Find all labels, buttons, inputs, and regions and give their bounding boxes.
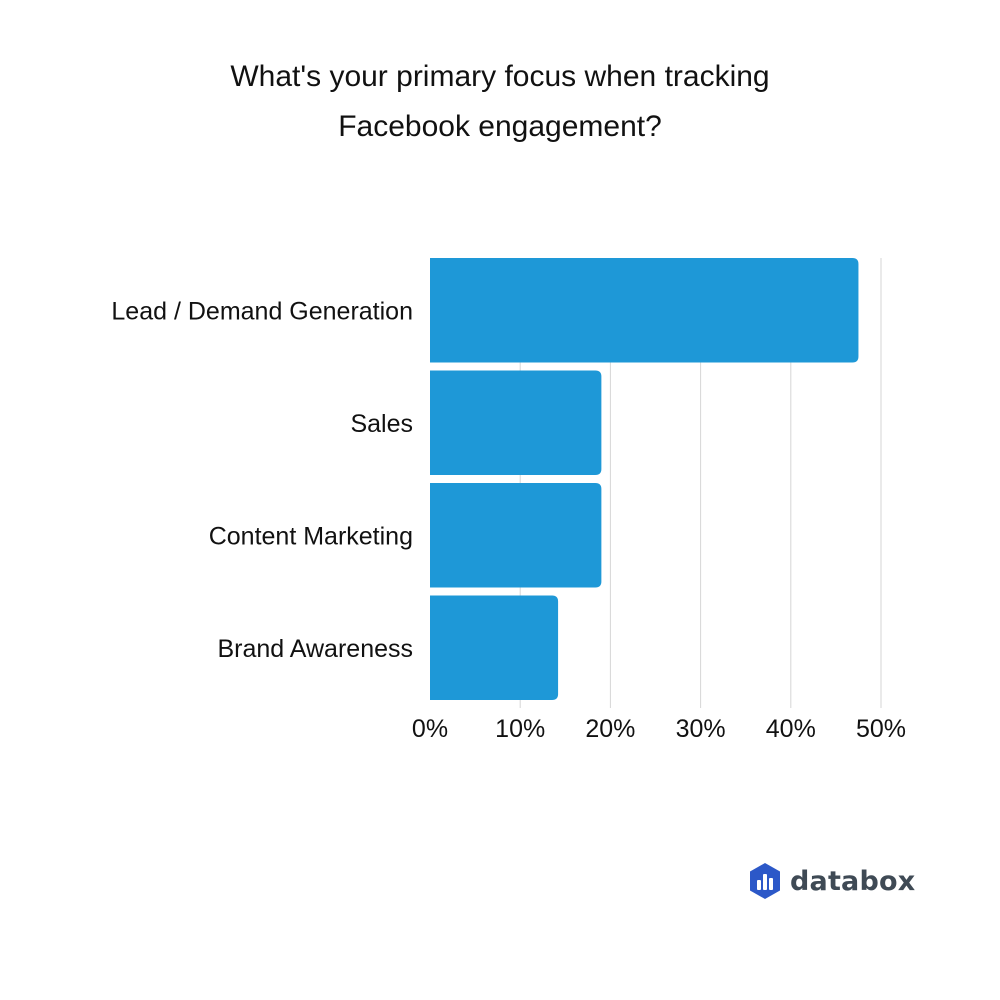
x-tick-label: 40% xyxy=(766,715,816,743)
chart-title: What's your primary focus when tracking … xyxy=(100,52,900,152)
category-label: Lead / Demand Generation xyxy=(111,297,413,325)
category-labels: Lead / Demand Generation Sales Content Mar… xyxy=(111,297,413,663)
x-tick-label: 10% xyxy=(495,715,545,743)
category-label: Sales xyxy=(350,410,413,438)
bars xyxy=(430,258,859,700)
bar xyxy=(430,595,559,700)
databox-brand: databox xyxy=(748,858,915,904)
category-label: Brand Awareness xyxy=(218,635,414,663)
x-axis-tick-labels: 0% 10% 20% 30% 40% 50% xyxy=(412,715,906,743)
x-tick-label: 0% xyxy=(412,715,448,743)
x-tick-label: 30% xyxy=(676,715,726,743)
chart-title-line-2: Facebook engagement? xyxy=(338,110,662,143)
bar xyxy=(430,483,602,588)
category-label: Content Marketing xyxy=(209,522,413,550)
bar xyxy=(430,370,602,475)
chart-title-line-1: What's your primary focus when tracking xyxy=(230,60,770,93)
databox-logo-icon xyxy=(750,863,780,899)
databox-wordmark: databox xyxy=(790,865,916,897)
x-tick-label: 20% xyxy=(585,715,635,743)
x-tick-label: 50% xyxy=(856,715,906,743)
bar xyxy=(430,258,859,363)
